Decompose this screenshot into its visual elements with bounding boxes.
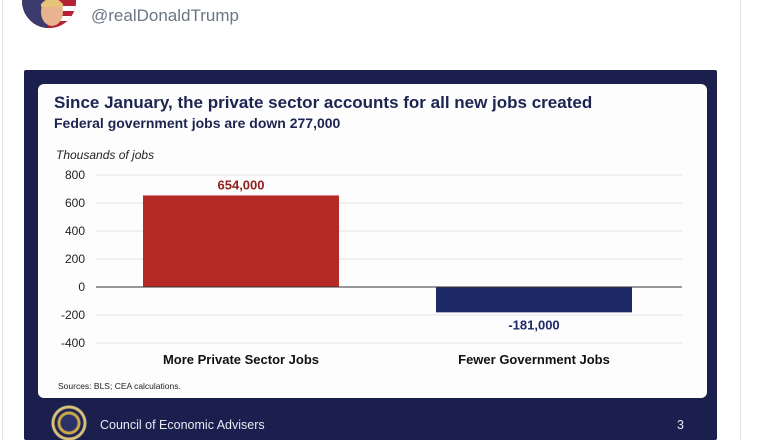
y-tick-label: 200 [65,252,85,266]
y-tick-label: 400 [65,224,85,238]
x-category-label: Fewer Government Jobs [458,352,610,367]
data-label: 654,000 [218,177,265,192]
post-left-border [2,0,3,440]
post-right-border [740,0,741,440]
footer-org-name: Council of Economic Advisers [100,418,265,432]
profile-avatar[interactable] [22,0,76,28]
x-category-label: More Private Sector Jobs [163,352,319,367]
user-handle[interactable]: @realDonaldTrump [91,6,239,25]
y-tick-label: -400 [61,336,85,350]
cea-seal-icon [50,404,88,440]
chart-title: Since January, the private sector accoun… [54,93,593,112]
data-label: -181,000 [508,317,559,332]
y-tick-label: 0 [78,280,85,294]
slide-page-number: 3 [677,418,684,432]
chart-slide: Since January, the private sector accoun… [38,84,707,398]
y-tick-label: 800 [65,168,85,182]
bar-chart: Thousands of jobs 800 600 400 200 0 -200 -400 65… [56,148,682,391]
source-note: Sources: BLS; CEA calculations. [58,381,181,391]
government-bar [436,287,632,313]
y-axis-label: Thousands of jobs [56,148,154,162]
chart-subtitle: Federal government jobs are down 277,000 [54,115,341,131]
private-sector-bar [143,195,339,287]
flag-avatar-icon [22,0,76,28]
y-tick-label: 600 [65,196,85,210]
y-tick-label: -200 [61,308,85,322]
slide-footer: Council of Economic Advisers 3 [38,404,707,440]
